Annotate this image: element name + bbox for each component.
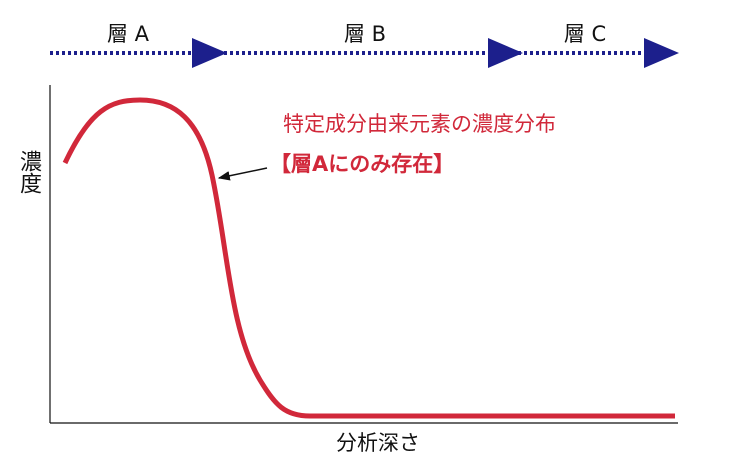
layer-label: 層 B [344,22,386,46]
arrowhead [644,38,679,68]
annotation-arrow [217,167,268,181]
annotation-note: 【層Aにのみ存在】 [270,152,454,176]
annotation-title: 特定成分由来元素の濃度分布 [283,112,556,136]
layer-label: 層 C [564,22,606,46]
y-axis-label: 濃度 [16,150,42,194]
layer-label: 層 A [107,22,150,46]
arrowhead [488,38,523,68]
x-axis-label: 分析深さ [336,431,420,455]
concentration-curve [62,97,675,419]
arrowhead [192,38,227,68]
